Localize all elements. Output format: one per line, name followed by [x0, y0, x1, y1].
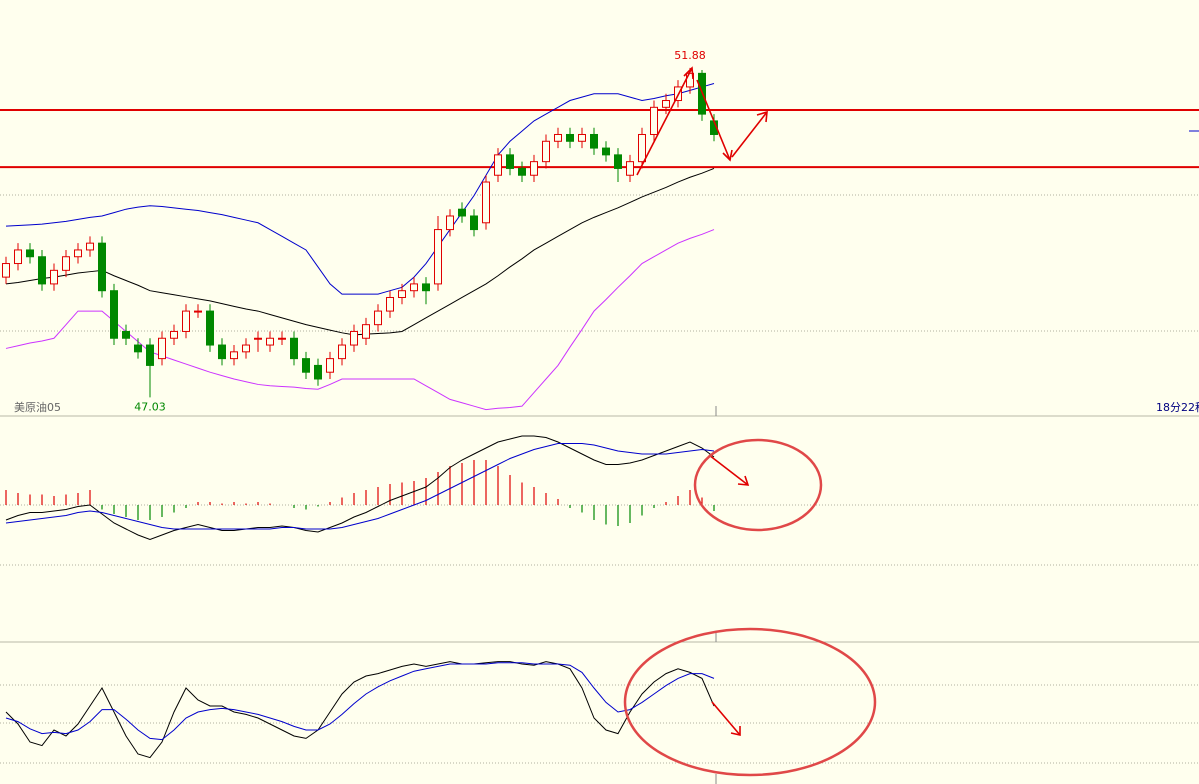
candle-body — [158, 337, 166, 360]
arrow-head — [756, 110, 768, 123]
candle-body — [614, 154, 622, 169]
indicator-line — [5, 661, 715, 759]
arrow-head — [722, 149, 733, 162]
candle-body — [170, 330, 178, 339]
candle-body — [446, 215, 454, 231]
arrow — [731, 111, 768, 158]
candle-body — [218, 344, 226, 360]
candle-body — [350, 330, 358, 346]
candle-body — [230, 351, 238, 360]
candle-body — [362, 324, 370, 339]
candle-body — [650, 106, 658, 135]
symbol-label: 美原油05 — [14, 400, 61, 414]
candle-body — [410, 283, 418, 292]
arrow — [708, 454, 749, 486]
candle-body — [482, 181, 490, 224]
indicator-line — [5, 662, 715, 741]
candle-body — [626, 161, 634, 176]
candle-body — [314, 364, 322, 380]
candle-body — [338, 344, 346, 360]
candle-body — [422, 283, 430, 292]
arrow — [711, 701, 741, 736]
indicator-line — [5, 167, 715, 336]
candle-body — [14, 249, 22, 265]
candle-body — [662, 100, 670, 108]
high-label: 51.88 — [674, 49, 706, 62]
arrow-head — [683, 66, 694, 80]
candle-body — [146, 344, 154, 366]
candle-body — [602, 147, 610, 156]
candle-body — [326, 358, 334, 373]
candle-body — [74, 249, 82, 258]
candle-body — [278, 337, 286, 340]
candle-body — [50, 269, 58, 285]
indicator-line — [5, 443, 715, 530]
candle-body — [206, 310, 214, 346]
arrow-head — [730, 726, 741, 736]
arrow — [636, 67, 693, 176]
candle-body — [386, 296, 394, 312]
candle-body — [194, 310, 202, 313]
candle-body — [86, 242, 94, 251]
candle-body — [38, 256, 46, 285]
countdown-label: 18分22秒 — [1156, 400, 1199, 414]
candle-body — [290, 337, 298, 360]
candle-body — [98, 242, 106, 292]
plot: 51.88 47.03 — [0, 49, 1199, 759]
candle-body — [2, 263, 10, 278]
highlight-ellipse — [623, 627, 877, 777]
candle-body — [254, 337, 262, 340]
candle-body — [506, 154, 514, 169]
annotations — [623, 66, 877, 777]
candle-body — [182, 310, 190, 332]
candle-body — [122, 330, 130, 339]
candle-body — [518, 167, 526, 176]
candle-body — [458, 208, 466, 217]
indicator-line — [5, 229, 715, 411]
arrow-head — [737, 475, 750, 486]
candle-body — [26, 249, 34, 258]
low-label: 47.03 — [134, 400, 166, 413]
candle-body — [434, 229, 442, 285]
candle-body — [470, 215, 478, 231]
candle-body — [566, 133, 574, 142]
candle-body — [374, 310, 382, 326]
indicator-line — [5, 435, 715, 541]
candle-body — [542, 140, 550, 163]
candle-body — [62, 256, 70, 271]
candle-body — [134, 344, 142, 353]
candle-body — [530, 161, 538, 176]
candle-body — [638, 133, 646, 163]
candle-body — [242, 344, 250, 353]
candle-body — [590, 133, 598, 149]
candle-body — [398, 290, 406, 298]
highlight-ellipse — [693, 438, 823, 532]
indicator-line — [5, 83, 715, 295]
candle-body — [266, 337, 274, 346]
candle-body — [494, 154, 502, 176]
candle-body — [578, 133, 586, 142]
arrow — [696, 79, 731, 161]
candle-body — [554, 133, 562, 142]
candle-body — [302, 358, 310, 373]
candle-body — [110, 290, 118, 339]
